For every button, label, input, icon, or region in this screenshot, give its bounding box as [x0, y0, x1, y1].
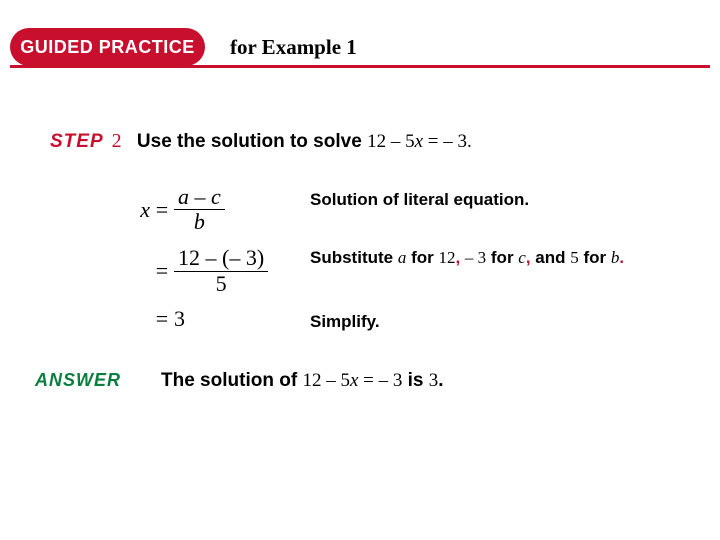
explain-2: Substitute a for 12, – 3 for c, and 5 fo… [310, 248, 624, 268]
work-area: x = a – c b = 12 – (– 3) 5 [120, 185, 268, 308]
eq2-num: 12 – (– 3) [174, 246, 268, 271]
step-equation: 12 – 5x = – 3. [367, 131, 472, 152]
eq1-den: b [190, 210, 209, 234]
step-line: STEP 2 Use the solution to solve 12 – 5x … [50, 130, 472, 153]
step-label: STEP [50, 131, 104, 152]
explain-1: Solution of literal equation. [310, 190, 529, 210]
eq2-frac: 12 – (– 3) 5 [174, 246, 268, 295]
step-text: Use the solution to solve 12 – 5x = – 3. [137, 131, 472, 152]
eq-row-2: = 12 – (– 3) 5 [120, 246, 268, 295]
eq1-eq: = [150, 197, 174, 223]
eq-row-3: = 3 [120, 306, 185, 332]
answer-text: The solution of 12 – 5x = – 3 is 3. [161, 370, 444, 392]
eq1-frac: a – c b [174, 185, 225, 234]
eq3-rhs: 3 [174, 306, 185, 332]
step-number: 2 [112, 130, 122, 152]
answer-label: ANSWER [35, 370, 121, 391]
header: GUIDED PRACTICE for Example 1 [10, 30, 710, 70]
eq2-den: 5 [212, 272, 231, 296]
step-prefix: Use the solution to solve [137, 131, 367, 152]
header-title: for Example 1 [230, 35, 357, 60]
eq3-eq: = [150, 306, 174, 332]
answer-row: ANSWER The solution of 12 – 5x = – 3 is … [35, 370, 444, 392]
eq1-lhs: x [120, 197, 150, 223]
badge-text: GUIDED PRACTICE [20, 37, 195, 58]
eq2-eq: = [150, 258, 174, 284]
badge: GUIDED PRACTICE [10, 28, 205, 66]
eq-row-1: x = a – c b [120, 185, 268, 234]
eq1-num: a – c [174, 185, 225, 210]
explain-3: Simplify. [310, 312, 380, 332]
